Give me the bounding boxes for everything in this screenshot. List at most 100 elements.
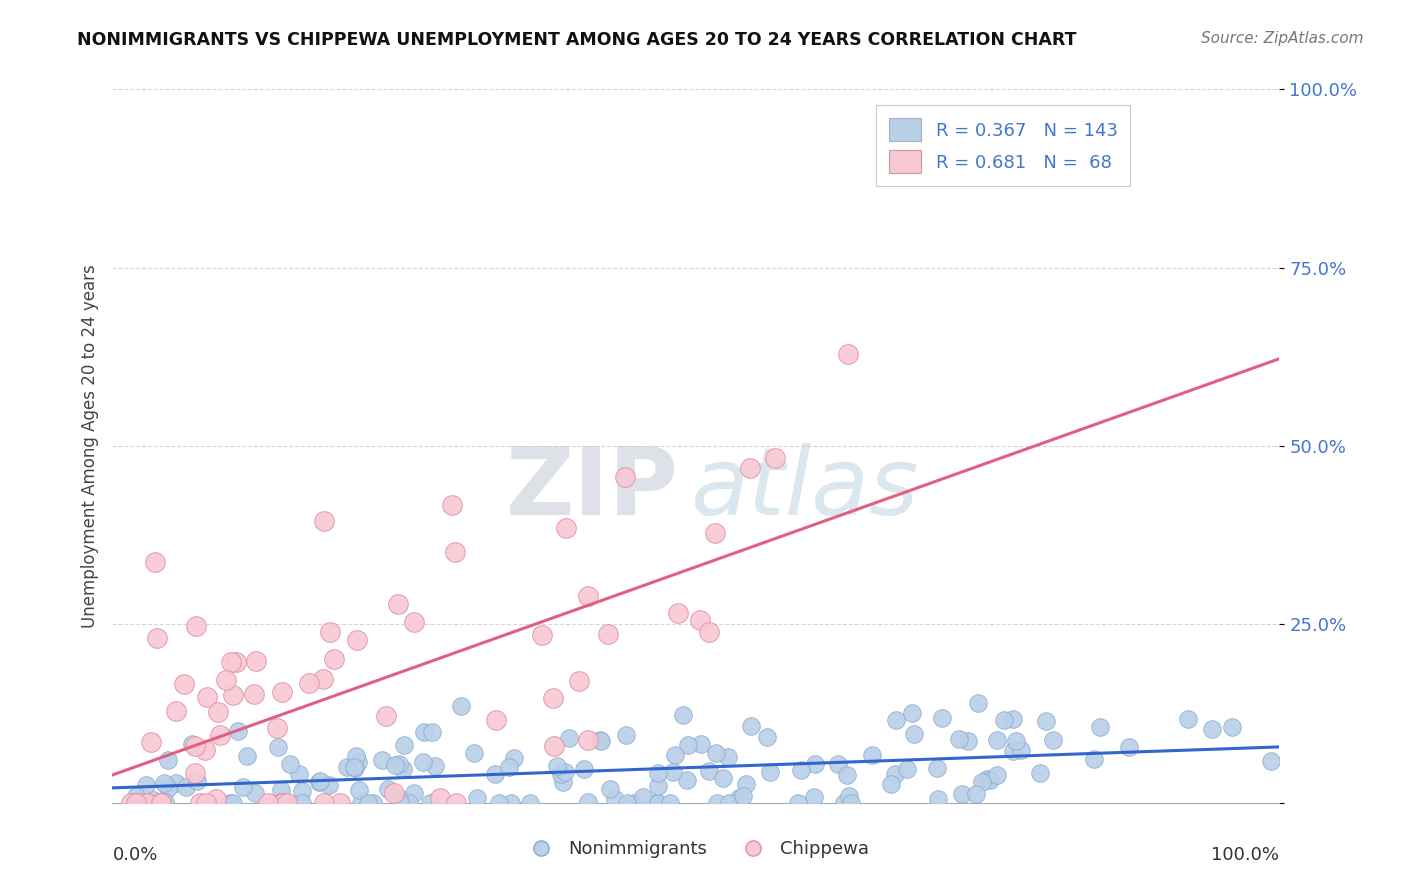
Point bbox=[389, 796, 412, 810]
Point bbox=[530, 628, 553, 642]
Point bbox=[498, 760, 520, 774]
Point bbox=[150, 796, 173, 810]
Point bbox=[142, 793, 165, 807]
Point bbox=[804, 757, 827, 772]
Point bbox=[967, 696, 990, 710]
Point bbox=[485, 713, 508, 727]
Point bbox=[728, 790, 751, 805]
Point bbox=[465, 790, 488, 805]
Point bbox=[165, 776, 187, 790]
Point bbox=[270, 796, 292, 810]
Point bbox=[343, 760, 366, 774]
Text: 0.0%: 0.0% bbox=[112, 846, 157, 863]
Point bbox=[1010, 743, 1032, 757]
Point bbox=[349, 783, 371, 797]
Point bbox=[672, 708, 695, 723]
Point bbox=[143, 555, 166, 569]
Point bbox=[662, 765, 685, 780]
Legend: Nonimmigrants, Chippewa: Nonimmigrants, Chippewa bbox=[516, 833, 876, 865]
Point bbox=[1029, 766, 1052, 780]
Point bbox=[717, 749, 740, 764]
Point bbox=[839, 796, 862, 810]
Point bbox=[733, 789, 755, 803]
Point bbox=[972, 775, 994, 789]
Point bbox=[976, 772, 998, 786]
Point bbox=[613, 470, 636, 484]
Point bbox=[186, 619, 208, 633]
Point bbox=[690, 737, 713, 751]
Point bbox=[329, 796, 352, 810]
Point bbox=[322, 651, 344, 665]
Point bbox=[790, 764, 813, 778]
Point bbox=[1220, 720, 1243, 734]
Point bbox=[256, 796, 278, 810]
Point bbox=[423, 759, 446, 773]
Point bbox=[314, 796, 336, 810]
Point bbox=[420, 725, 443, 739]
Point bbox=[647, 796, 669, 810]
Point bbox=[188, 796, 211, 810]
Point bbox=[165, 704, 187, 718]
Point bbox=[402, 786, 425, 800]
Point bbox=[647, 780, 669, 794]
Point bbox=[759, 764, 782, 779]
Point bbox=[207, 706, 229, 720]
Point bbox=[219, 796, 242, 810]
Point bbox=[704, 526, 727, 541]
Point bbox=[125, 789, 148, 804]
Text: NONIMMIGRANTS VS CHIPPEWA UNEMPLOYMENT AMONG AGES 20 TO 24 YEARS CORRELATION CHA: NONIMMIGRANTS VS CHIPPEWA UNEMPLOYMENT A… bbox=[77, 31, 1077, 49]
Point bbox=[1177, 712, 1199, 726]
Point bbox=[1001, 743, 1024, 757]
Point bbox=[375, 709, 398, 723]
Point bbox=[308, 774, 330, 789]
Point bbox=[205, 791, 228, 805]
Point bbox=[149, 796, 172, 810]
Point bbox=[392, 738, 415, 752]
Text: atlas: atlas bbox=[690, 443, 918, 534]
Point bbox=[699, 764, 721, 779]
Point bbox=[1118, 739, 1140, 754]
Text: ZIP: ZIP bbox=[506, 442, 679, 535]
Point bbox=[1042, 732, 1064, 747]
Point bbox=[125, 796, 148, 810]
Point bbox=[543, 739, 565, 753]
Point bbox=[347, 755, 370, 769]
Point bbox=[554, 765, 576, 780]
Point bbox=[120, 796, 142, 810]
Point bbox=[181, 737, 204, 751]
Point bbox=[676, 738, 699, 752]
Point bbox=[392, 762, 415, 776]
Point bbox=[644, 796, 666, 810]
Point bbox=[225, 655, 247, 669]
Point bbox=[222, 796, 245, 810]
Point bbox=[589, 734, 612, 748]
Point bbox=[568, 674, 591, 689]
Point bbox=[931, 711, 953, 725]
Point bbox=[979, 773, 1001, 788]
Point bbox=[837, 347, 859, 361]
Point bbox=[440, 498, 463, 512]
Point bbox=[370, 753, 392, 767]
Point bbox=[243, 786, 266, 800]
Point bbox=[226, 724, 249, 739]
Point bbox=[361, 796, 384, 810]
Point bbox=[242, 687, 264, 701]
Point bbox=[194, 743, 217, 757]
Point bbox=[155, 796, 177, 810]
Point bbox=[136, 796, 159, 810]
Point bbox=[950, 787, 973, 801]
Point bbox=[135, 796, 157, 810]
Point bbox=[965, 787, 987, 801]
Point bbox=[232, 780, 254, 794]
Point bbox=[463, 747, 485, 761]
Point bbox=[787, 796, 810, 810]
Point bbox=[558, 731, 581, 745]
Point bbox=[763, 451, 786, 466]
Point bbox=[184, 739, 207, 753]
Point bbox=[153, 775, 176, 789]
Point bbox=[740, 460, 762, 475]
Point bbox=[343, 760, 366, 774]
Point bbox=[197, 690, 219, 704]
Point bbox=[270, 783, 292, 797]
Point bbox=[546, 759, 568, 773]
